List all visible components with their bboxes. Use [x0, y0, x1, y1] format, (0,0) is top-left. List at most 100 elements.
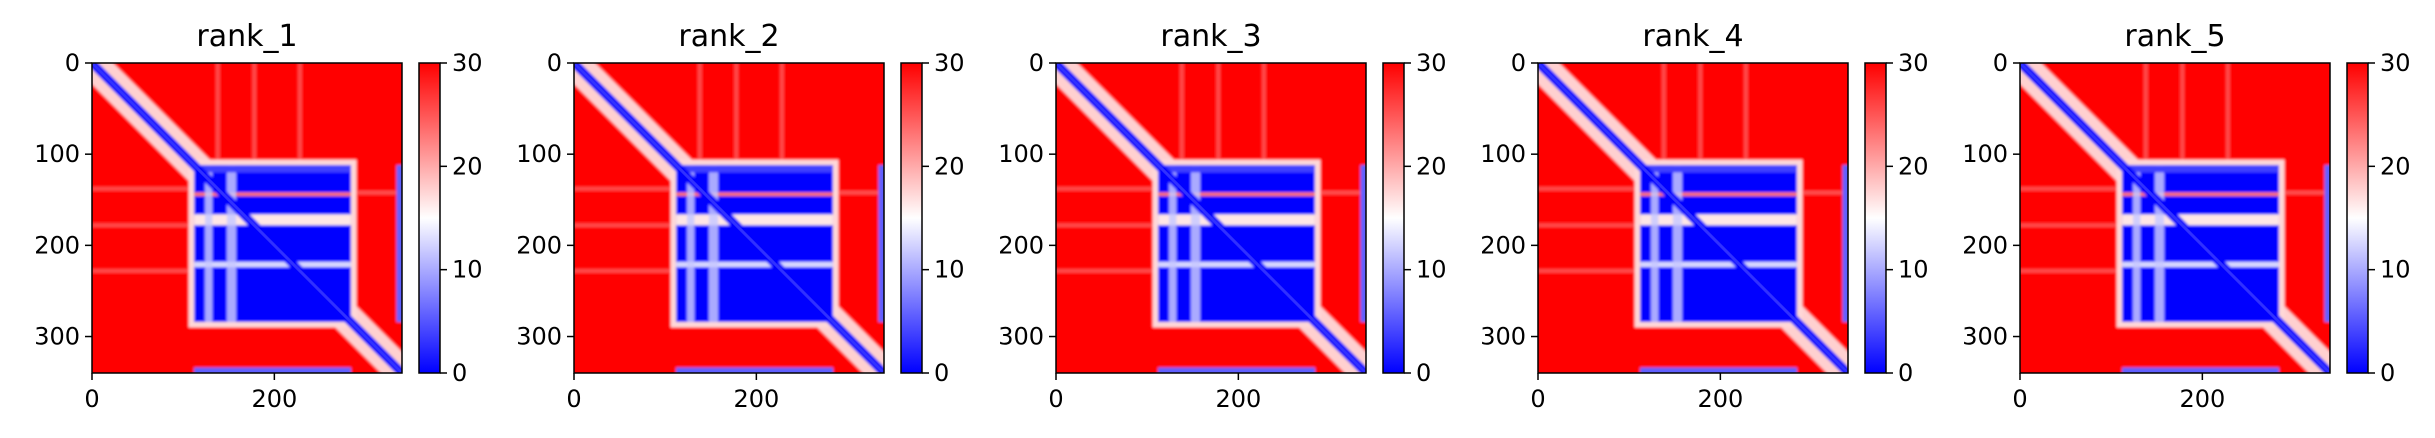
colorbar-tick-label: 20	[1416, 152, 1447, 180]
heatmap-texture	[2284, 190, 2330, 195]
colorbar-tick-label: 20	[934, 152, 965, 180]
y-tick-label: 0	[65, 49, 80, 77]
y-tick-label: 0	[1029, 49, 1044, 77]
heatmap-frame	[1537, 62, 1849, 374]
block-separator	[194, 192, 351, 197]
block-texture	[1640, 165, 1797, 173]
chart-title: rank_2	[678, 19, 779, 54]
colorbar-tick-label: 20	[452, 152, 483, 180]
y-tick-label: 100	[998, 140, 1044, 168]
colorbar-tick-label: 10	[452, 256, 483, 284]
heatmap-texture	[1661, 63, 1666, 166]
block-separator	[1672, 165, 1683, 322]
y-tick-label: 300	[998, 323, 1044, 351]
colorbar-tick-label: 30	[452, 49, 483, 77]
edge-block	[396, 165, 402, 322]
block-separator	[2122, 261, 2279, 268]
y-tick-label: 100	[34, 140, 80, 168]
heatmap-texture	[92, 268, 195, 273]
block-separator	[205, 165, 213, 322]
heatmap-texture	[1056, 186, 1159, 191]
colorbar	[1864, 62, 1887, 374]
edge-block	[676, 367, 833, 373]
heatmap-image	[92, 63, 402, 373]
heatmap-image	[2020, 63, 2330, 373]
edge-block	[1640, 367, 1797, 373]
heatmap-texture	[697, 63, 702, 166]
colorbar-tick-label: 20	[1898, 152, 1929, 180]
diagonal-core	[1538, 63, 1848, 373]
y-tick-label: 100	[1962, 140, 2008, 168]
x-tick-label: 200	[1697, 385, 1743, 413]
heatmap-texture	[1538, 223, 1641, 228]
heatmap-texture	[838, 190, 884, 195]
heatmap-image	[574, 63, 884, 373]
block-separator	[1640, 261, 1797, 268]
y-tick-label: 0	[1993, 49, 2008, 77]
colorbar-tick-label: 0	[452, 359, 467, 387]
block-separator	[194, 261, 351, 268]
heatmap-texture	[1743, 63, 1748, 166]
edge-block	[1842, 165, 1848, 322]
x-tick-label: 0	[84, 385, 99, 413]
y-tick-label: 300	[1480, 323, 1526, 351]
y-tick-label: 100	[516, 140, 562, 168]
colorbar-tick-label: 0	[2380, 359, 2395, 387]
block-texture	[194, 165, 351, 173]
block-separator	[1640, 214, 1797, 226]
block-separator	[1158, 214, 1315, 226]
block-separator	[1640, 192, 1797, 197]
y-tick-label: 200	[1480, 231, 1526, 259]
x-tick-label: 0	[2012, 385, 2027, 413]
edge-block	[1158, 367, 1315, 373]
block-separator	[676, 192, 833, 197]
heatmap-texture	[92, 223, 195, 228]
heatmap-texture	[1802, 190, 1848, 195]
edge-block	[878, 165, 884, 322]
block-separator	[687, 165, 695, 322]
x-tick-label: 200	[733, 385, 779, 413]
block-separator	[2122, 214, 2279, 226]
heatmap-texture	[1216, 63, 1221, 166]
heatmap-texture	[1056, 223, 1159, 228]
colorbar-tick-label: 30	[1898, 49, 1929, 77]
heatmap-texture	[1056, 268, 1159, 273]
block-separator	[2122, 192, 2279, 197]
edge-block	[1360, 165, 1366, 322]
chart-title: rank_5	[2124, 19, 2225, 54]
colorbar-tick-label: 20	[2380, 152, 2411, 180]
y-tick-label: 0	[1511, 49, 1526, 77]
block-separator	[194, 214, 351, 226]
heatmap-texture	[734, 63, 739, 166]
y-tick-label: 300	[516, 323, 562, 351]
diagonal-core	[92, 63, 402, 373]
colorbar-tick-label: 0	[1416, 359, 1431, 387]
heatmap-frame	[91, 62, 403, 374]
edge-block	[2122, 367, 2279, 373]
heatmap-panel: rank_5 0 100 200 300 0 200 0 10 20 30	[1962, 19, 2410, 413]
chart-title: rank_1	[196, 19, 297, 54]
heatmap-texture	[252, 63, 257, 166]
heatmap-image	[1538, 63, 1848, 373]
colorbar-tick-label: 10	[2380, 256, 2411, 284]
heatmap-panel: rank_2 0 100 200 300 0 200 0 10 20 30	[516, 19, 964, 413]
x-tick-label: 0	[1530, 385, 1545, 413]
y-tick-label: 0	[547, 49, 562, 77]
colorbar-tick-label: 0	[1898, 359, 1913, 387]
y-tick-label: 100	[1480, 140, 1526, 168]
heatmap-texture	[2225, 63, 2230, 166]
y-tick-label: 200	[516, 231, 562, 259]
heatmap-frame	[573, 62, 885, 374]
heatmap-image	[1056, 63, 1366, 373]
heatmap-texture	[1320, 190, 1366, 195]
diagonal-core	[574, 63, 884, 373]
x-tick-label: 0	[566, 385, 581, 413]
x-tick-label: 200	[1215, 385, 1261, 413]
block-separator	[676, 261, 833, 268]
colorbar-tick-label: 10	[1898, 256, 1929, 284]
y-tick-label: 200	[34, 231, 80, 259]
heatmap-texture	[1179, 63, 1184, 166]
block-separator	[1158, 192, 1315, 197]
